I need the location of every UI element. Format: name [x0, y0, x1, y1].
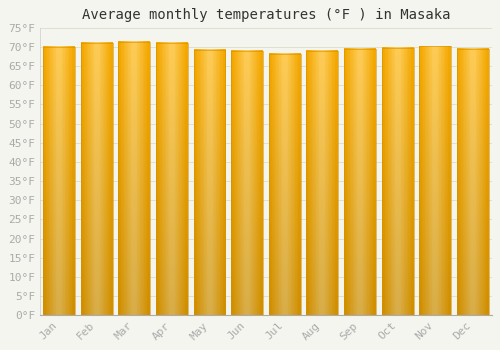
Bar: [156, 43, 188, 315]
Bar: [457, 49, 489, 315]
Bar: [80, 43, 112, 315]
Bar: [194, 50, 226, 315]
Bar: [344, 49, 376, 315]
Bar: [118, 42, 150, 315]
Bar: [43, 47, 75, 315]
Bar: [306, 51, 338, 315]
Bar: [269, 54, 300, 315]
Title: Average monthly temperatures (°F ) in Masaka: Average monthly temperatures (°F ) in Ma…: [82, 8, 450, 22]
Bar: [419, 47, 451, 315]
Bar: [382, 48, 414, 315]
Bar: [231, 51, 263, 315]
